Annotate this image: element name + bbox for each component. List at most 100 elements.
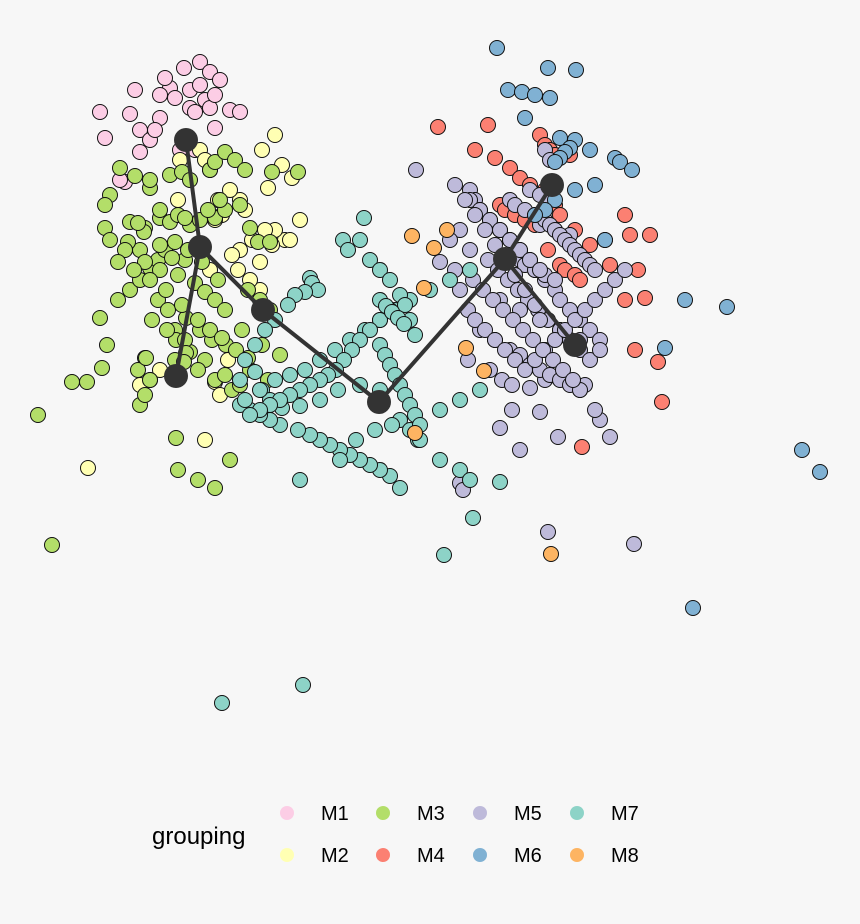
data-point-M5: [408, 162, 424, 178]
data-point-M7: [452, 462, 468, 478]
data-point-M3: [177, 210, 193, 226]
data-point-M7: [382, 272, 398, 288]
data-point-M7: [312, 392, 328, 408]
data-point-M3: [222, 452, 238, 468]
data-point-M5: [597, 282, 613, 298]
data-point-M3: [158, 282, 174, 298]
data-point-M7: [442, 272, 458, 288]
data-point-M6: [517, 110, 533, 126]
data-point-M7: [492, 474, 508, 490]
legend-label: M5: [514, 803, 542, 825]
data-point-M6: [794, 442, 810, 458]
data-point-M7: [472, 382, 488, 398]
data-point-M7: [242, 407, 258, 423]
data-point-M5: [517, 362, 533, 378]
data-point-M6: [527, 87, 543, 103]
data-point-M3: [210, 272, 226, 288]
data-point-M3: [232, 197, 248, 213]
data-point-M1: [92, 104, 108, 120]
data-point-M5: [432, 254, 448, 270]
data-point-M6: [582, 142, 598, 158]
data-point-M7: [247, 337, 263, 353]
data-point-M5: [547, 272, 563, 288]
trajectory-node: [563, 333, 587, 357]
data-point-M5: [565, 372, 581, 388]
trajectory-node: [493, 247, 517, 271]
data-point-M7: [247, 364, 263, 380]
data-point-M1: [132, 144, 148, 160]
data-point-M7: [372, 262, 388, 278]
data-point-M5: [505, 312, 521, 328]
data-point-M3: [237, 162, 253, 178]
data-point-M1: [232, 104, 248, 120]
data-point-M5: [535, 342, 551, 358]
series-M5: [408, 142, 642, 552]
data-point-M8: [416, 280, 432, 296]
data-point-M5: [525, 332, 541, 348]
data-point-M3: [142, 172, 158, 188]
data-point-M4: [467, 142, 483, 158]
data-point-M5: [577, 302, 593, 318]
data-point-M5: [507, 352, 523, 368]
data-point-M7: [372, 312, 388, 328]
data-point-M6: [514, 84, 530, 100]
data-point-M7: [332, 452, 348, 468]
data-point-M5: [532, 404, 548, 420]
data-point-M4: [627, 342, 643, 358]
data-point-M5: [492, 420, 508, 436]
data-point-M5: [550, 429, 566, 445]
data-point-M1: [122, 106, 138, 122]
legend-entry-M1: M1: [280, 803, 349, 825]
data-point-M5: [545, 352, 561, 368]
data-point-M8: [404, 228, 420, 244]
trajectory-edge: [503, 183, 554, 261]
data-point-M7: [237, 392, 253, 408]
data-point-M7: [214, 695, 230, 711]
data-point-M6: [500, 82, 516, 98]
data-point-M2: [292, 212, 308, 228]
data-point-M2: [282, 232, 298, 248]
trajectory-edge: [261, 308, 381, 404]
legend-swatch: [280, 806, 294, 820]
data-point-M1: [192, 77, 208, 93]
series-M6: [489, 40, 828, 616]
data-point-M3: [207, 480, 223, 496]
data-point-M4: [572, 272, 588, 288]
data-point-M5: [504, 377, 520, 393]
data-point-M3: [217, 302, 233, 318]
data-point-M5: [477, 222, 493, 238]
data-point-M3: [159, 322, 175, 338]
data-point-M5: [457, 192, 473, 208]
data-point-M3: [152, 262, 168, 278]
data-point-M5: [592, 342, 608, 358]
data-point-M5: [504, 402, 520, 418]
data-point-M5: [607, 272, 623, 288]
data-point-M5: [547, 332, 563, 348]
data-point-M3: [137, 387, 153, 403]
data-point-M7: [340, 242, 356, 258]
data-point-M7: [290, 422, 306, 438]
data-point-M5: [555, 362, 571, 378]
data-point-M2: [260, 180, 276, 196]
legend-label: M1: [321, 803, 349, 825]
data-point-M7: [257, 322, 273, 338]
data-point-M2: [222, 182, 238, 198]
data-point-M3: [110, 292, 126, 308]
data-point-M7: [465, 510, 481, 526]
data-point-M5: [515, 322, 531, 338]
data-point-M2: [80, 460, 96, 476]
data-point-M7: [282, 367, 298, 383]
data-point-M5: [497, 342, 513, 358]
data-point-M5: [582, 322, 598, 338]
legend-label: M6: [514, 845, 542, 867]
scatter-points: [30, 40, 828, 711]
data-point-M6: [489, 40, 505, 56]
data-point-M5: [452, 282, 468, 298]
data-point-M4: [480, 117, 496, 133]
data-point-M3: [117, 242, 133, 258]
data-point-M3: [126, 262, 142, 278]
data-point-M3: [144, 312, 160, 328]
data-point-M3: [64, 374, 80, 390]
data-point-M1: [157, 70, 173, 86]
data-point-M7: [252, 382, 268, 398]
